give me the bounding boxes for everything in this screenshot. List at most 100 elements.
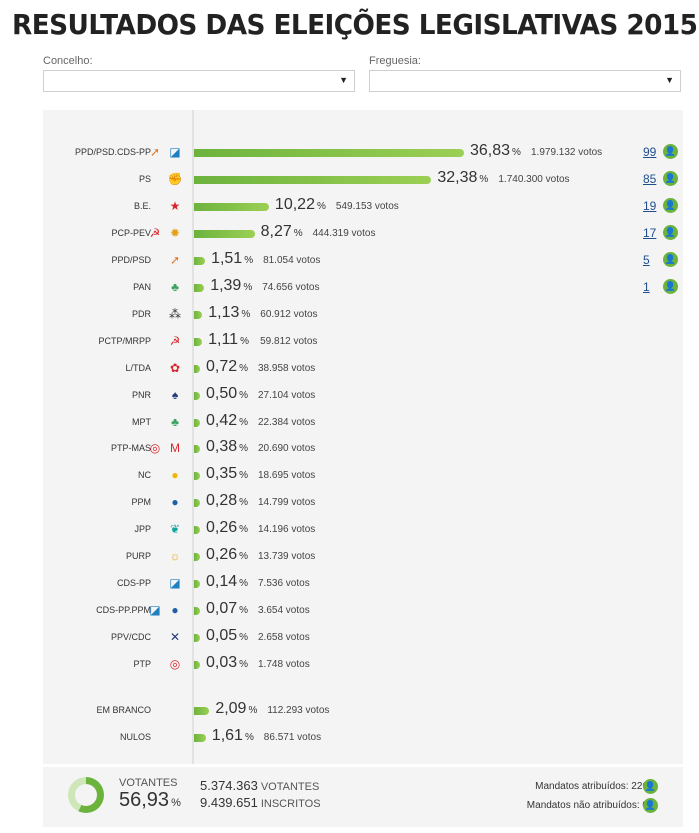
- party-votes: 444.319 votos: [312, 227, 376, 239]
- party-row: PURP ☼ 0,26% 13.739 votos: [43, 546, 683, 568]
- vote-bar: [194, 734, 206, 742]
- percent-symbol: %: [243, 281, 253, 293]
- party-percent: 0,26%: [206, 519, 248, 537]
- party-seats-link[interactable]: 99: [643, 145, 657, 159]
- party-seats-link[interactable]: 19: [643, 198, 657, 213]
- party-logos: ➚: [144, 251, 184, 271]
- party-row: MPT ♣ 0,42% 22.384 votos: [43, 412, 683, 434]
- vote-bar: [194, 472, 200, 481]
- party-percent-value: 8,27: [260, 222, 292, 240]
- concelho-label: Concelho:: [43, 55, 93, 67]
- party-seats-link[interactable]: 5: [643, 252, 650, 267]
- party-votes: 27.104 votos: [258, 389, 316, 401]
- party-seats-link[interactable]: 85: [643, 171, 657, 186]
- party-row: PTP ◎ 0,03% 1.748 votos: [43, 654, 683, 676]
- votantes-count-value: 5.374.363: [200, 778, 258, 793]
- vote-bar: [194, 337, 203, 346]
- party-percent: 0,72%: [206, 358, 248, 376]
- party-logos: ◎: [144, 655, 184, 675]
- percent-symbol: %: [244, 254, 254, 266]
- party-name: JPP: [134, 524, 151, 535]
- party-percent-value: 10,22: [274, 195, 315, 213]
- percent-symbol: %: [248, 705, 258, 716]
- party-percent-value: 1,61: [211, 727, 243, 744]
- ptp-swirl-icon: ◎: [169, 657, 181, 672]
- party-name: PTP-MAS: [110, 443, 151, 454]
- party-logos: ◎ M: [144, 439, 184, 459]
- psd-arrow-icon: ➚: [169, 252, 181, 267]
- party-percent: 0,50%: [206, 385, 248, 403]
- party-seats-link[interactable]: 17: [643, 225, 657, 240]
- percent-symbol: %: [293, 227, 303, 239]
- pan-tree-icon: ♣: [171, 279, 179, 294]
- percent-symbol: %: [239, 389, 249, 401]
- party-name: EM BRANCO: [96, 705, 151, 715]
- party-percent: 2,09%: [215, 700, 257, 718]
- be-star-icon: ★: [169, 198, 181, 213]
- party-percent-value: 0,05: [206, 627, 238, 645]
- user-icon[interactable]: 👤: [663, 144, 678, 159]
- party-row: PPD/PSD.CDS-PP ➚ ◪ 36,83% 1.979.132 votos 99 👤: [43, 142, 683, 164]
- turnout-ring: [68, 777, 104, 813]
- cds-square-icon: ◪: [169, 145, 181, 159]
- freguesia-select[interactable]: ▼: [369, 70, 681, 92]
- percent-symbol: %: [244, 732, 254, 743]
- user-icon[interactable]: 👤: [663, 278, 678, 294]
- freguesia-field: Freguesia: ▼: [369, 55, 681, 92]
- party-votes: 18.695 votos: [258, 470, 316, 482]
- party-percent: 0,35%: [206, 465, 248, 483]
- percent-symbol: %: [239, 497, 249, 509]
- party-name: PNR: [131, 389, 151, 400]
- party-row: B.E. ★ 10,22% 549.153 votos 19 👤: [43, 196, 683, 218]
- party-percent-value: 1,39: [210, 276, 242, 294]
- clover-icon: ♣: [171, 414, 179, 429]
- vote-bar: [194, 607, 200, 616]
- party-percent-value: 0,35: [206, 465, 238, 483]
- party-name: PCTP/MRPP: [98, 335, 151, 346]
- vote-bar: [194, 526, 200, 535]
- user-icon[interactable]: 👤: [663, 251, 678, 267]
- party-logos: ✿: [144, 359, 184, 379]
- percent-symbol: %: [239, 470, 249, 482]
- percent-symbol: %: [512, 147, 521, 158]
- party-votes: 86.571 votos: [263, 732, 322, 743]
- party-seats-link[interactable]: 1: [643, 279, 650, 294]
- party-row: JPP ❦ 0,26% 14.196 votos: [43, 519, 683, 541]
- party-votes: 13.739 votos: [258, 551, 316, 563]
- vote-bar: [194, 229, 255, 238]
- chevron-down-icon: ▼: [339, 75, 348, 85]
- percent-symbol: %: [239, 416, 249, 428]
- party-row: PPM ● 0,28% 14.799 votos: [43, 492, 683, 514]
- votantes-percent: 56,93%: [119, 789, 181, 812]
- vote-bar: [194, 707, 210, 715]
- party-percent: 8,27%: [261, 223, 303, 241]
- party-logos: ★: [144, 197, 184, 217]
- concelho-select[interactable]: ▼: [43, 70, 355, 92]
- party-votes: 59.812 votos: [260, 335, 318, 347]
- user-icon[interactable]: 👤: [663, 224, 678, 240]
- party-votes: 14.196 votos: [258, 524, 316, 536]
- user-icon: 👤: [643, 779, 658, 794]
- mandatos-nao-atribuidos: Mandatos não atribuídos: 0: [526, 800, 648, 811]
- vote-bar: [194, 634, 200, 643]
- party-percent: 1,61%: [212, 727, 254, 745]
- votantes-percent-value: 56,93: [119, 789, 170, 811]
- party-votes: 7.536 votos: [258, 578, 310, 590]
- percent-symbol: %: [240, 335, 249, 347]
- party-percent: 1,51%: [211, 250, 253, 268]
- party-votes: 81.054 votos: [263, 254, 321, 266]
- user-icon[interactable]: 👤: [663, 197, 678, 213]
- party-percent-value: 0,26: [206, 519, 238, 537]
- ppm-circle-icon: ●: [171, 603, 179, 618]
- party-row: CDS-PP.PPM ◪ ● 0,07% 3.654 votos: [43, 600, 683, 622]
- vote-bar: [194, 553, 200, 562]
- mandatos-atribuidos: Mandatos atribuídos: 226: [535, 781, 648, 792]
- party-logos: ✊: [144, 170, 184, 190]
- party-percent-value: 2,09: [215, 700, 247, 717]
- user-icon[interactable]: 👤: [663, 170, 678, 186]
- party-percent-value: 0,26: [206, 546, 238, 564]
- party-name: CDS-PP: [116, 578, 151, 589]
- party-name: B.E.: [133, 200, 151, 211]
- nos-logo-icon: ●: [171, 468, 179, 483]
- vote-bar: [194, 202, 269, 211]
